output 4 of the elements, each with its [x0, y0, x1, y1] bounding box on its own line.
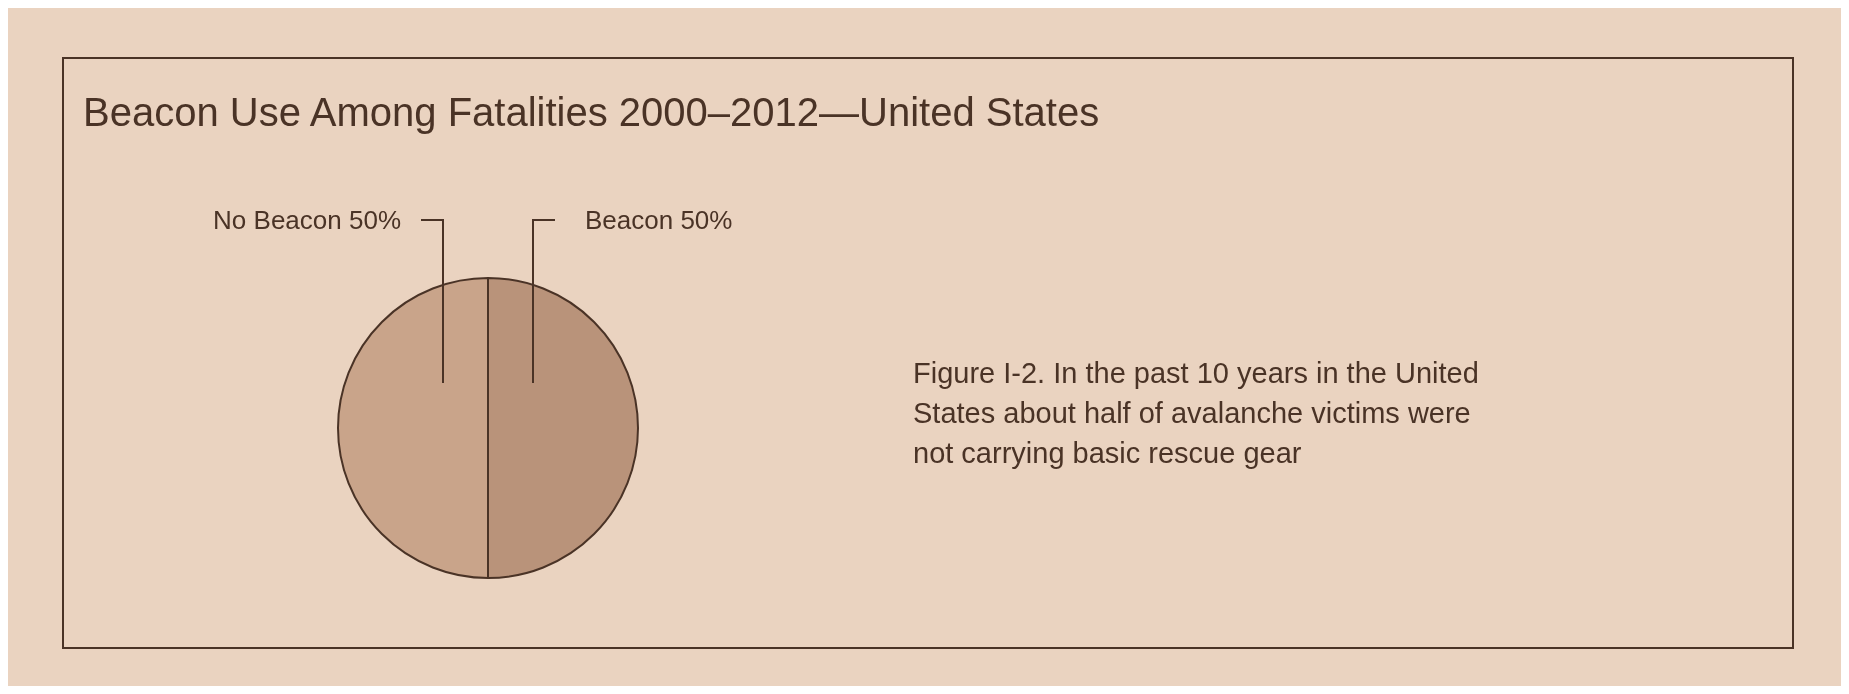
slice-label: Beacon 50% — [585, 205, 733, 235]
slice-label: No Beacon 50% — [213, 205, 401, 235]
text: Figure I-2. In the past 10 years in the United States about half of avalanche victims were not carrying basic rescue gear — [913, 357, 1479, 469]
chart-title: Beacon Use Among Fatalities 2000–2012—United States — [83, 90, 1100, 134]
